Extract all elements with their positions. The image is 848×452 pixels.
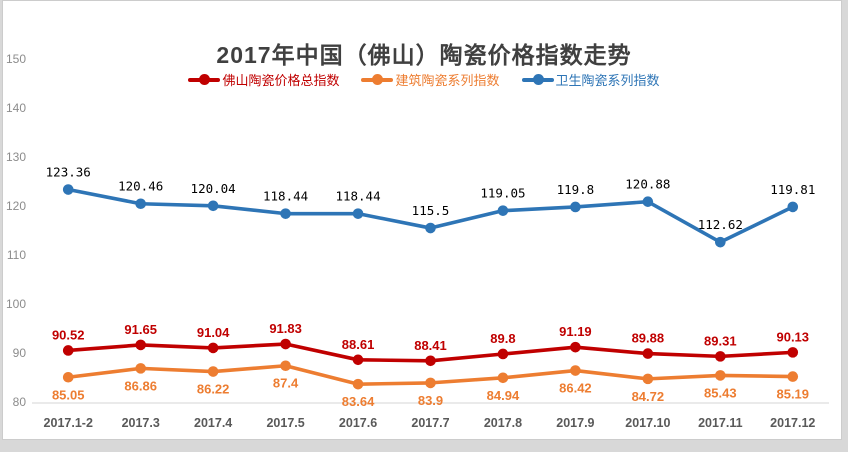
- data-point-building[interactable]: [642, 373, 654, 385]
- data-point-building[interactable]: [787, 371, 799, 382]
- data-label-building: 86.22: [197, 382, 230, 397]
- data-label-sanitary: 123.36: [46, 165, 91, 180]
- data-point-sanitary[interactable]: [425, 222, 436, 234]
- data-point-sanitary[interactable]: [787, 201, 799, 213]
- data-point-building[interactable]: [715, 370, 726, 381]
- legend-label: 佛山陶瓷价格总指数: [222, 73, 340, 88]
- legend-item-sanitary[interactable]: 卫生陶瓷系列指数: [521, 70, 660, 89]
- legend-line-marker-icon: [361, 74, 394, 85]
- x-axis-tick-label: 2017.8: [484, 416, 522, 430]
- data-point-sanitary[interactable]: [207, 200, 219, 212]
- data-point-foshan-total[interactable]: [787, 347, 799, 358]
- data-label-sanitary: 120.88: [625, 177, 670, 192]
- data-point-building[interactable]: [135, 363, 146, 374]
- x-axis-tick-label: 2017.10: [625, 416, 670, 430]
- x-axis-tick-label: 2017.4: [194, 416, 232, 430]
- data-point-foshan-total[interactable]: [715, 351, 726, 362]
- data-label-foshan-total: 91.19: [559, 324, 592, 339]
- legend-label: 建筑陶瓷系列指数: [395, 73, 500, 88]
- data-point-foshan-total[interactable]: [425, 355, 436, 367]
- legend-label: 卫生陶瓷系列指数: [555, 73, 660, 88]
- data-point-building[interactable]: [280, 360, 291, 372]
- data-point-sanitary[interactable]: [497, 205, 509, 216]
- data-label-building: 84.94: [487, 388, 520, 403]
- data-label-building: 86.42: [559, 381, 592, 396]
- data-point-building[interactable]: [497, 372, 509, 384]
- data-point-foshan-total[interactable]: [352, 354, 364, 366]
- data-label-sanitary: 112.62: [698, 217, 743, 232]
- data-point-sanitary[interactable]: [135, 198, 146, 210]
- data-label-foshan-total: 88.41: [414, 338, 447, 353]
- data-label-building: 85.05: [52, 387, 85, 402]
- data-point-foshan-total[interactable]: [497, 348, 509, 360]
- data-point-foshan-total[interactable]: [135, 339, 146, 351]
- x-axis-tick-label: 2017.1-2: [44, 416, 93, 430]
- data-label-foshan-total: 91.04: [197, 325, 230, 340]
- data-point-foshan-total[interactable]: [280, 338, 291, 350]
- data-point-sanitary[interactable]: [280, 208, 291, 219]
- data-label-foshan-total: 90.52: [52, 327, 85, 342]
- y-axis-tick-label: 130: [6, 150, 26, 164]
- legend-line-marker-icon: [188, 74, 221, 85]
- data-label-foshan-total: 88.61: [342, 337, 375, 352]
- data-label-foshan-total: 89.8: [490, 331, 515, 346]
- data-point-foshan-total[interactable]: [642, 348, 654, 359]
- data-label-foshan-total: 89.88: [632, 331, 665, 346]
- x-axis-tick-label: 2017.9: [556, 416, 594, 430]
- data-point-foshan-total[interactable]: [207, 342, 219, 354]
- data-label-sanitary: 119.05: [480, 186, 525, 201]
- data-label-building: 85.19: [776, 387, 809, 402]
- legend-item-foshan-total[interactable]: 佛山陶瓷价格总指数: [188, 70, 339, 89]
- y-axis-tick-label: 100: [6, 297, 26, 311]
- data-point-sanitary[interactable]: [642, 196, 654, 207]
- y-axis-tick-label: 90: [13, 346, 27, 360]
- data-point-building[interactable]: [425, 377, 436, 389]
- data-point-building[interactable]: [207, 366, 219, 377]
- chart-title: 2017年中国（佛山）陶瓷价格指数走势: [216, 42, 632, 68]
- y-axis-tick-label: 150: [6, 52, 26, 66]
- data-label-foshan-total: 91.83: [269, 321, 302, 336]
- data-point-foshan-total[interactable]: [62, 345, 74, 356]
- data-point-foshan-total[interactable]: [570, 341, 581, 353]
- data-point-sanitary[interactable]: [570, 201, 581, 213]
- data-label-building: 87.4: [273, 376, 299, 391]
- y-axis-tick-label: 80: [13, 395, 27, 409]
- x-axis-tick-label: 2017.3: [122, 416, 160, 430]
- data-label-foshan-total: 90.13: [776, 329, 809, 344]
- data-label-sanitary: 118.44: [335, 189, 380, 204]
- data-label-sanitary: 119.81: [770, 182, 815, 197]
- x-axis-tick-label: 2017.12: [770, 416, 815, 430]
- legend: 佛山陶瓷价格总指数 建筑陶瓷系列指数 卫生陶瓷系列指数: [0, 70, 848, 89]
- data-label-foshan-total: 91.65: [124, 322, 157, 337]
- y-axis-tick-label: 110: [7, 248, 26, 262]
- data-label-building: 85.43: [704, 385, 737, 400]
- legend-line-marker-icon: [521, 74, 554, 85]
- data-point-sanitary[interactable]: [62, 184, 74, 195]
- data-label-building: 84.72: [632, 389, 665, 404]
- data-point-building[interactable]: [352, 378, 364, 390]
- x-axis-tick-label: 2017.6: [339, 416, 377, 430]
- data-label-foshan-total: 89.31: [704, 333, 737, 348]
- data-point-sanitary[interactable]: [715, 236, 726, 248]
- x-axis-tick-label: 2017.5: [266, 416, 304, 430]
- data-label-sanitary: 120.04: [191, 181, 236, 196]
- y-axis-tick-label: 120: [6, 199, 26, 213]
- data-label-sanitary: 120.46: [118, 179, 163, 194]
- data-label-sanitary: 118.44: [263, 189, 308, 204]
- data-label-building: 83.64: [342, 394, 375, 409]
- data-label-sanitary: 119.8: [557, 182, 595, 197]
- legend-item-building[interactable]: 建筑陶瓷系列指数: [361, 70, 500, 89]
- data-label-building: 86.86: [124, 378, 157, 393]
- x-axis-tick-label: 2017.7: [411, 416, 449, 430]
- data-point-building[interactable]: [570, 365, 581, 376]
- y-axis-tick-label: 140: [6, 101, 26, 115]
- data-label-building: 83.9: [418, 393, 443, 408]
- data-point-building[interactable]: [62, 371, 74, 383]
- x-axis-tick-label: 2017.11: [698, 416, 743, 430]
- data-point-sanitary[interactable]: [352, 208, 364, 219]
- data-label-sanitary: 115.5: [412, 203, 450, 218]
